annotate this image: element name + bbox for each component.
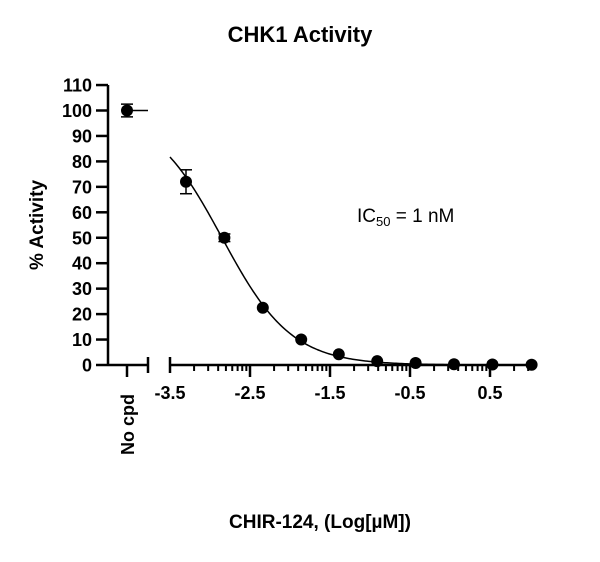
x-tick-label: -1.5	[314, 383, 345, 403]
y-tick-label: 70	[72, 177, 92, 197]
data-point	[256, 301, 269, 314]
y-tick-label: 20	[72, 305, 92, 325]
x-tick-label: -2.5	[234, 383, 265, 403]
chart-title: CHK1 Activity	[227, 22, 373, 47]
ic50-rest: = 1 nM	[390, 206, 455, 227]
data-point	[332, 348, 345, 361]
control-data-point	[121, 104, 133, 117]
x-tick-label: -0.5	[394, 383, 425, 403]
data-point	[448, 358, 460, 371]
y-tick-label: 40	[72, 254, 92, 274]
y-tick-label: 110	[63, 76, 92, 96]
x-tick-label: -3.5	[154, 383, 185, 403]
y-tick-label: 10	[72, 330, 92, 350]
y-tick-label: 90	[72, 126, 92, 146]
ic50-annotation: IC50 = 1 nM	[357, 206, 454, 229]
x-axis-label: CHIR-124, (Log[µM])	[229, 512, 411, 533]
data-point	[295, 333, 308, 346]
ic50-sub: 50	[376, 214, 391, 229]
data-point	[180, 175, 192, 188]
y-tick-label: 80	[72, 152, 92, 172]
y-tick-label: 60	[72, 203, 92, 223]
data-point	[525, 358, 538, 371]
x-tick-label: 0.5	[477, 383, 502, 403]
ic50-main: IC	[357, 206, 376, 227]
data-point	[371, 355, 384, 368]
data-point	[409, 356, 422, 369]
y-tick-label: 50	[72, 228, 92, 248]
data-point	[218, 231, 231, 244]
data-point	[486, 358, 499, 371]
y-tick-label: 0	[82, 356, 92, 376]
fit-curve	[169, 156, 532, 366]
x-tick-label-control: No cpd	[118, 394, 138, 455]
y-tick-label: 100	[62, 101, 92, 121]
y-tick-label: 30	[72, 279, 92, 299]
